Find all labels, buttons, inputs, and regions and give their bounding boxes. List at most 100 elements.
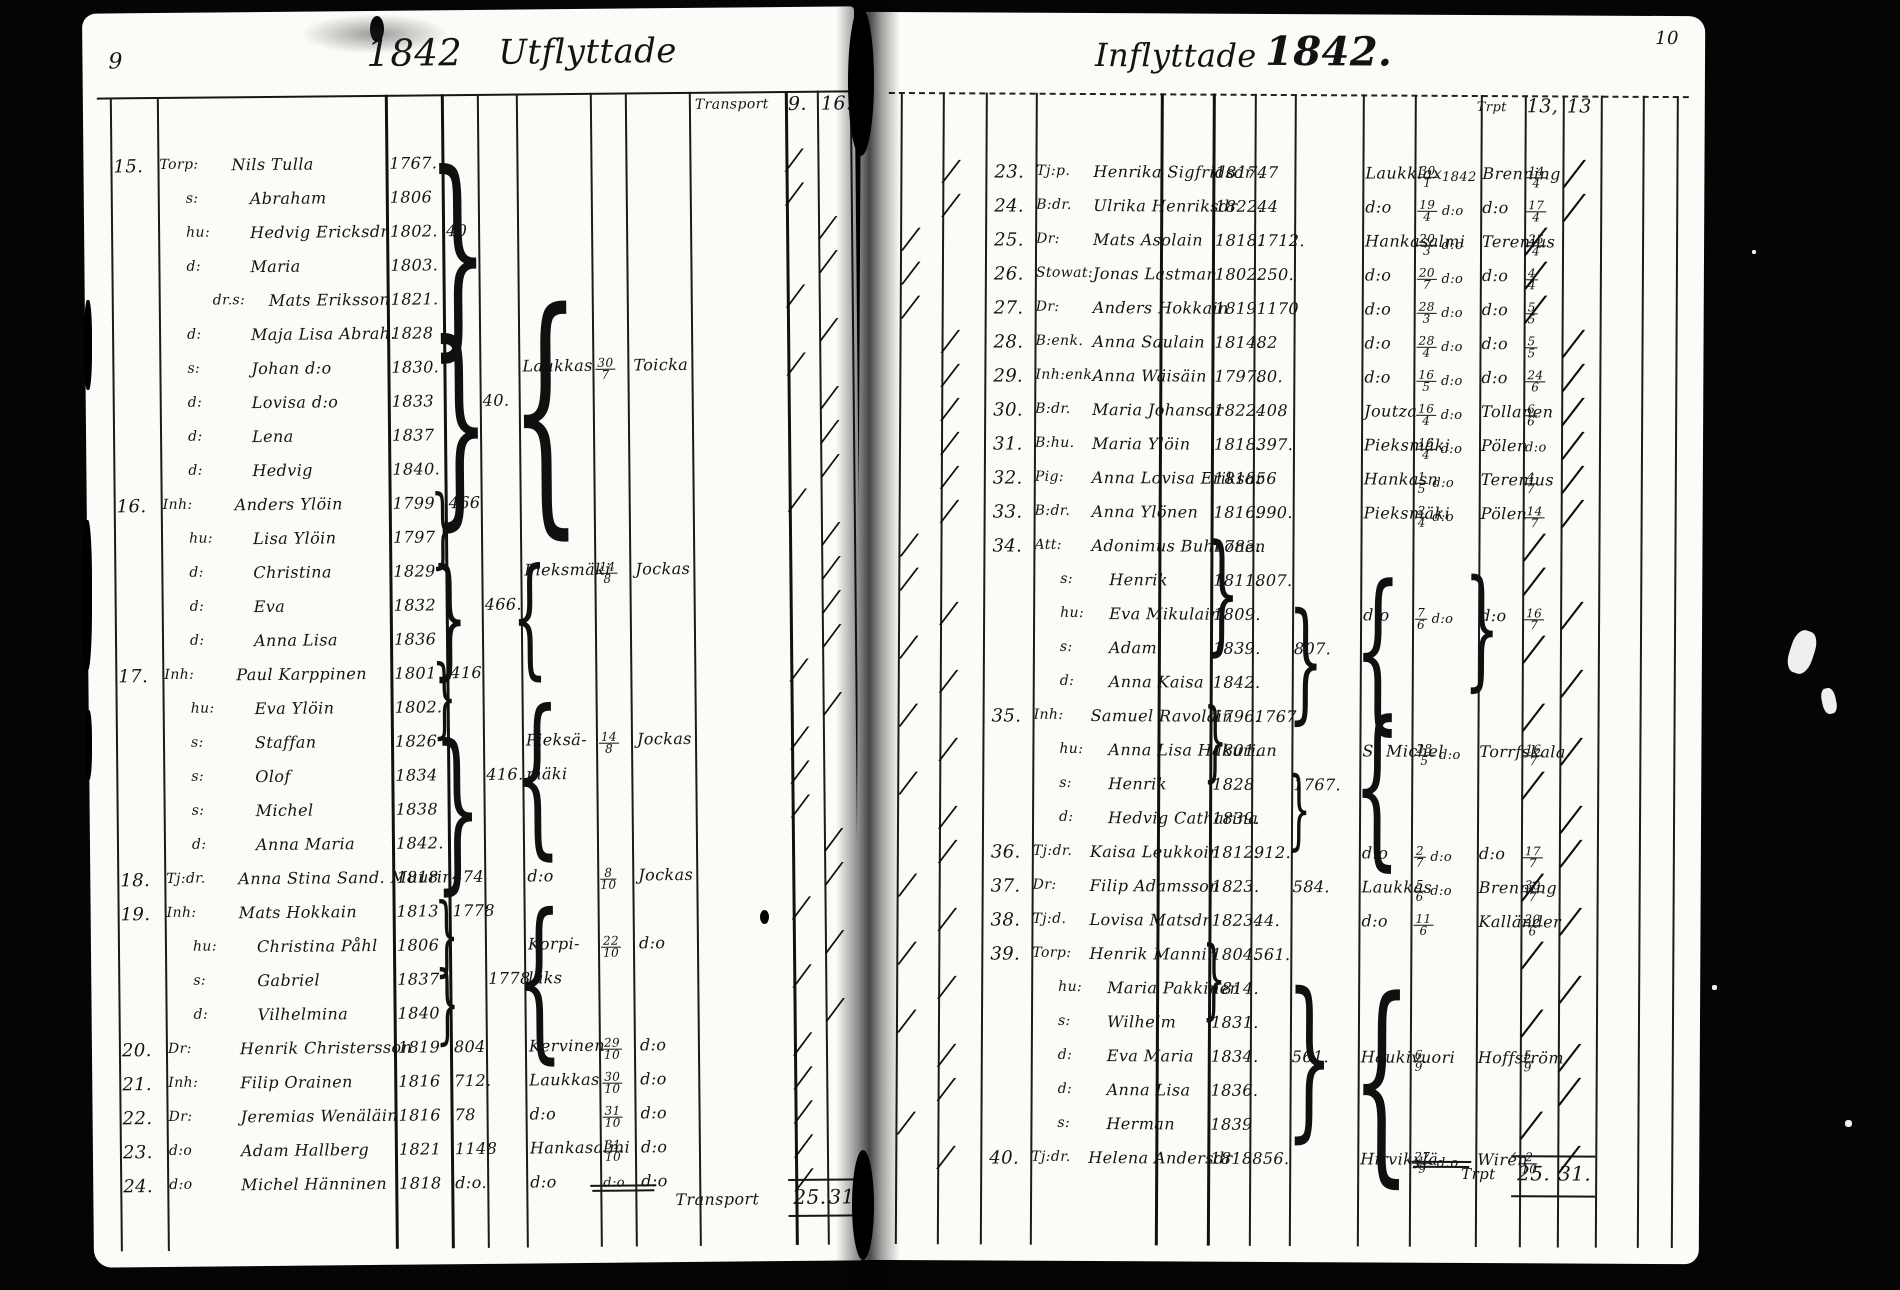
moving-date: 28 5 d:o [1414,741,1461,768]
moving-date: d:o [603,1175,626,1191]
tally-mark: / [1521,935,1544,976]
person-name: Christina Påhl [256,935,378,957]
tally-mark: / [899,698,918,732]
destination: Terenius [1480,470,1555,490]
arrival-date: 14 7 [1524,504,1545,531]
destination: Jockas [638,864,694,885]
tally-mark: / [898,868,917,902]
entry-number: 24. [994,195,1025,217]
birth-year: 1823. [1211,910,1260,930]
person-name: Eva [253,596,286,617]
person-name: Michel [255,800,314,821]
relation-prefix: s: [1060,570,1074,587]
relation-prefix: d: [1057,1046,1073,1063]
grouping-brace: } [1203,690,1228,793]
relation-prefix: s: [193,972,207,989]
ink-blot [760,910,769,924]
reference-number: 990. [1255,502,1293,523]
tally-mark: / [940,426,960,460]
entry-number: 23. [994,161,1025,183]
left-page-utflyttade: 9 1842 Utflyttade Transport 9. 16. Trans… [81,6,867,1268]
place-name: d:o [530,1172,557,1192]
moving-date: 19 4 d:o [1417,197,1464,224]
birth-year: 1818. [1213,468,1262,488]
tally-mark: / [791,720,809,754]
birth-year: 1832 [393,595,437,615]
reference-number: 397. [1255,434,1294,455]
birth-year: 1836 [393,629,437,649]
transport-label: Transport [694,96,769,113]
relation-prefix: s: [191,768,205,785]
destination: d:o [640,1137,668,1157]
relation-prefix: d: [188,462,203,479]
relation-prefix: B:dr. [1035,400,1071,417]
tally-mark: / [938,834,958,868]
person-name: Maria Ylöin [1091,434,1191,454]
relation-prefix: Inh: [168,1074,199,1091]
page-title: Utflyttade [498,31,678,73]
reference-number: d:o. [455,1172,487,1193]
reference-number: 56 [1255,468,1278,488]
reference-number: 250. [1256,264,1295,285]
destination: Jockas [636,728,692,749]
person-name: Maria Johansdr [1092,400,1224,420]
birth-year: 1806 [396,935,440,955]
person-name: Paul Karppinen [236,664,367,685]
entry-number: 27. [993,297,1024,319]
birth-year: 1826 [394,731,438,751]
arrival-date: 24 6 [1525,368,1546,395]
birth-year: 1818 [1210,1148,1253,1168]
destination: Jockas [635,558,691,579]
scan-smudge [300,14,450,54]
entry-number: 24. [123,1176,154,1198]
relation-prefix: d: [1059,808,1074,825]
birth-year: 1839 [1210,1114,1253,1134]
birth-year: 1836. [1210,1080,1259,1100]
tally-mark: / [1522,629,1545,670]
tally-mark: / [899,766,918,800]
tally-mark: / [1562,323,1585,364]
person-name: Gabriel [257,970,321,991]
entry-number: 15. [113,156,144,178]
arrival-date: 16 7 [1524,606,1545,633]
person-name: Nils Tulla [231,154,314,175]
relation-prefix: d: [189,598,205,615]
tally-mark: / [1558,1037,1581,1078]
grouping-brace: } [1463,552,1501,705]
moving-date: 11 6 [1413,911,1434,938]
tally-mark: / [937,1140,956,1174]
birth-year: 1822. [1214,400,1263,420]
place-name: d:o [1361,911,1389,931]
scan-artifact [370,16,384,42]
person-name: Jeremias Wenäläin [240,1105,399,1127]
birth-year: 1823. [1211,876,1260,896]
birth-year: 1837 [397,969,440,989]
person-name: Hedvig Ericksdr [250,221,389,243]
right-page-inflyttade: 10 Inflyttade 1842. Trpt 13, 13 Trpt 25.… [854,11,1706,1265]
relation-prefix: Tj:dr. [166,870,206,887]
person-name: Mats Eriksson [268,289,391,310]
relation-prefix: B:dr. [1034,502,1071,519]
torn-edge-mark [82,520,92,670]
person-name: Anna Saulain [1092,332,1206,352]
place-name: d:o [1364,367,1391,387]
relation-prefix: Inh: [166,904,197,921]
reference-number: 712. [454,1070,492,1091]
relation-prefix: Dr: [1035,298,1060,315]
person-name: Herman [1106,1114,1176,1134]
tally-mark: / [794,1060,813,1094]
rule [1511,1195,1596,1198]
tally-mark: / [794,1026,812,1060]
moving-date: 16 4 d:o [1416,401,1463,428]
relation-prefix: d:o [168,1142,193,1159]
entry-number: 16. [116,496,147,518]
transport-sum-a: 13, [1526,95,1559,118]
relation-prefix: d: [191,836,207,853]
person-name: Adam [1108,638,1158,658]
scan-artifact [848,6,874,156]
relation-prefix: Tj:dr. [1031,1148,1071,1165]
